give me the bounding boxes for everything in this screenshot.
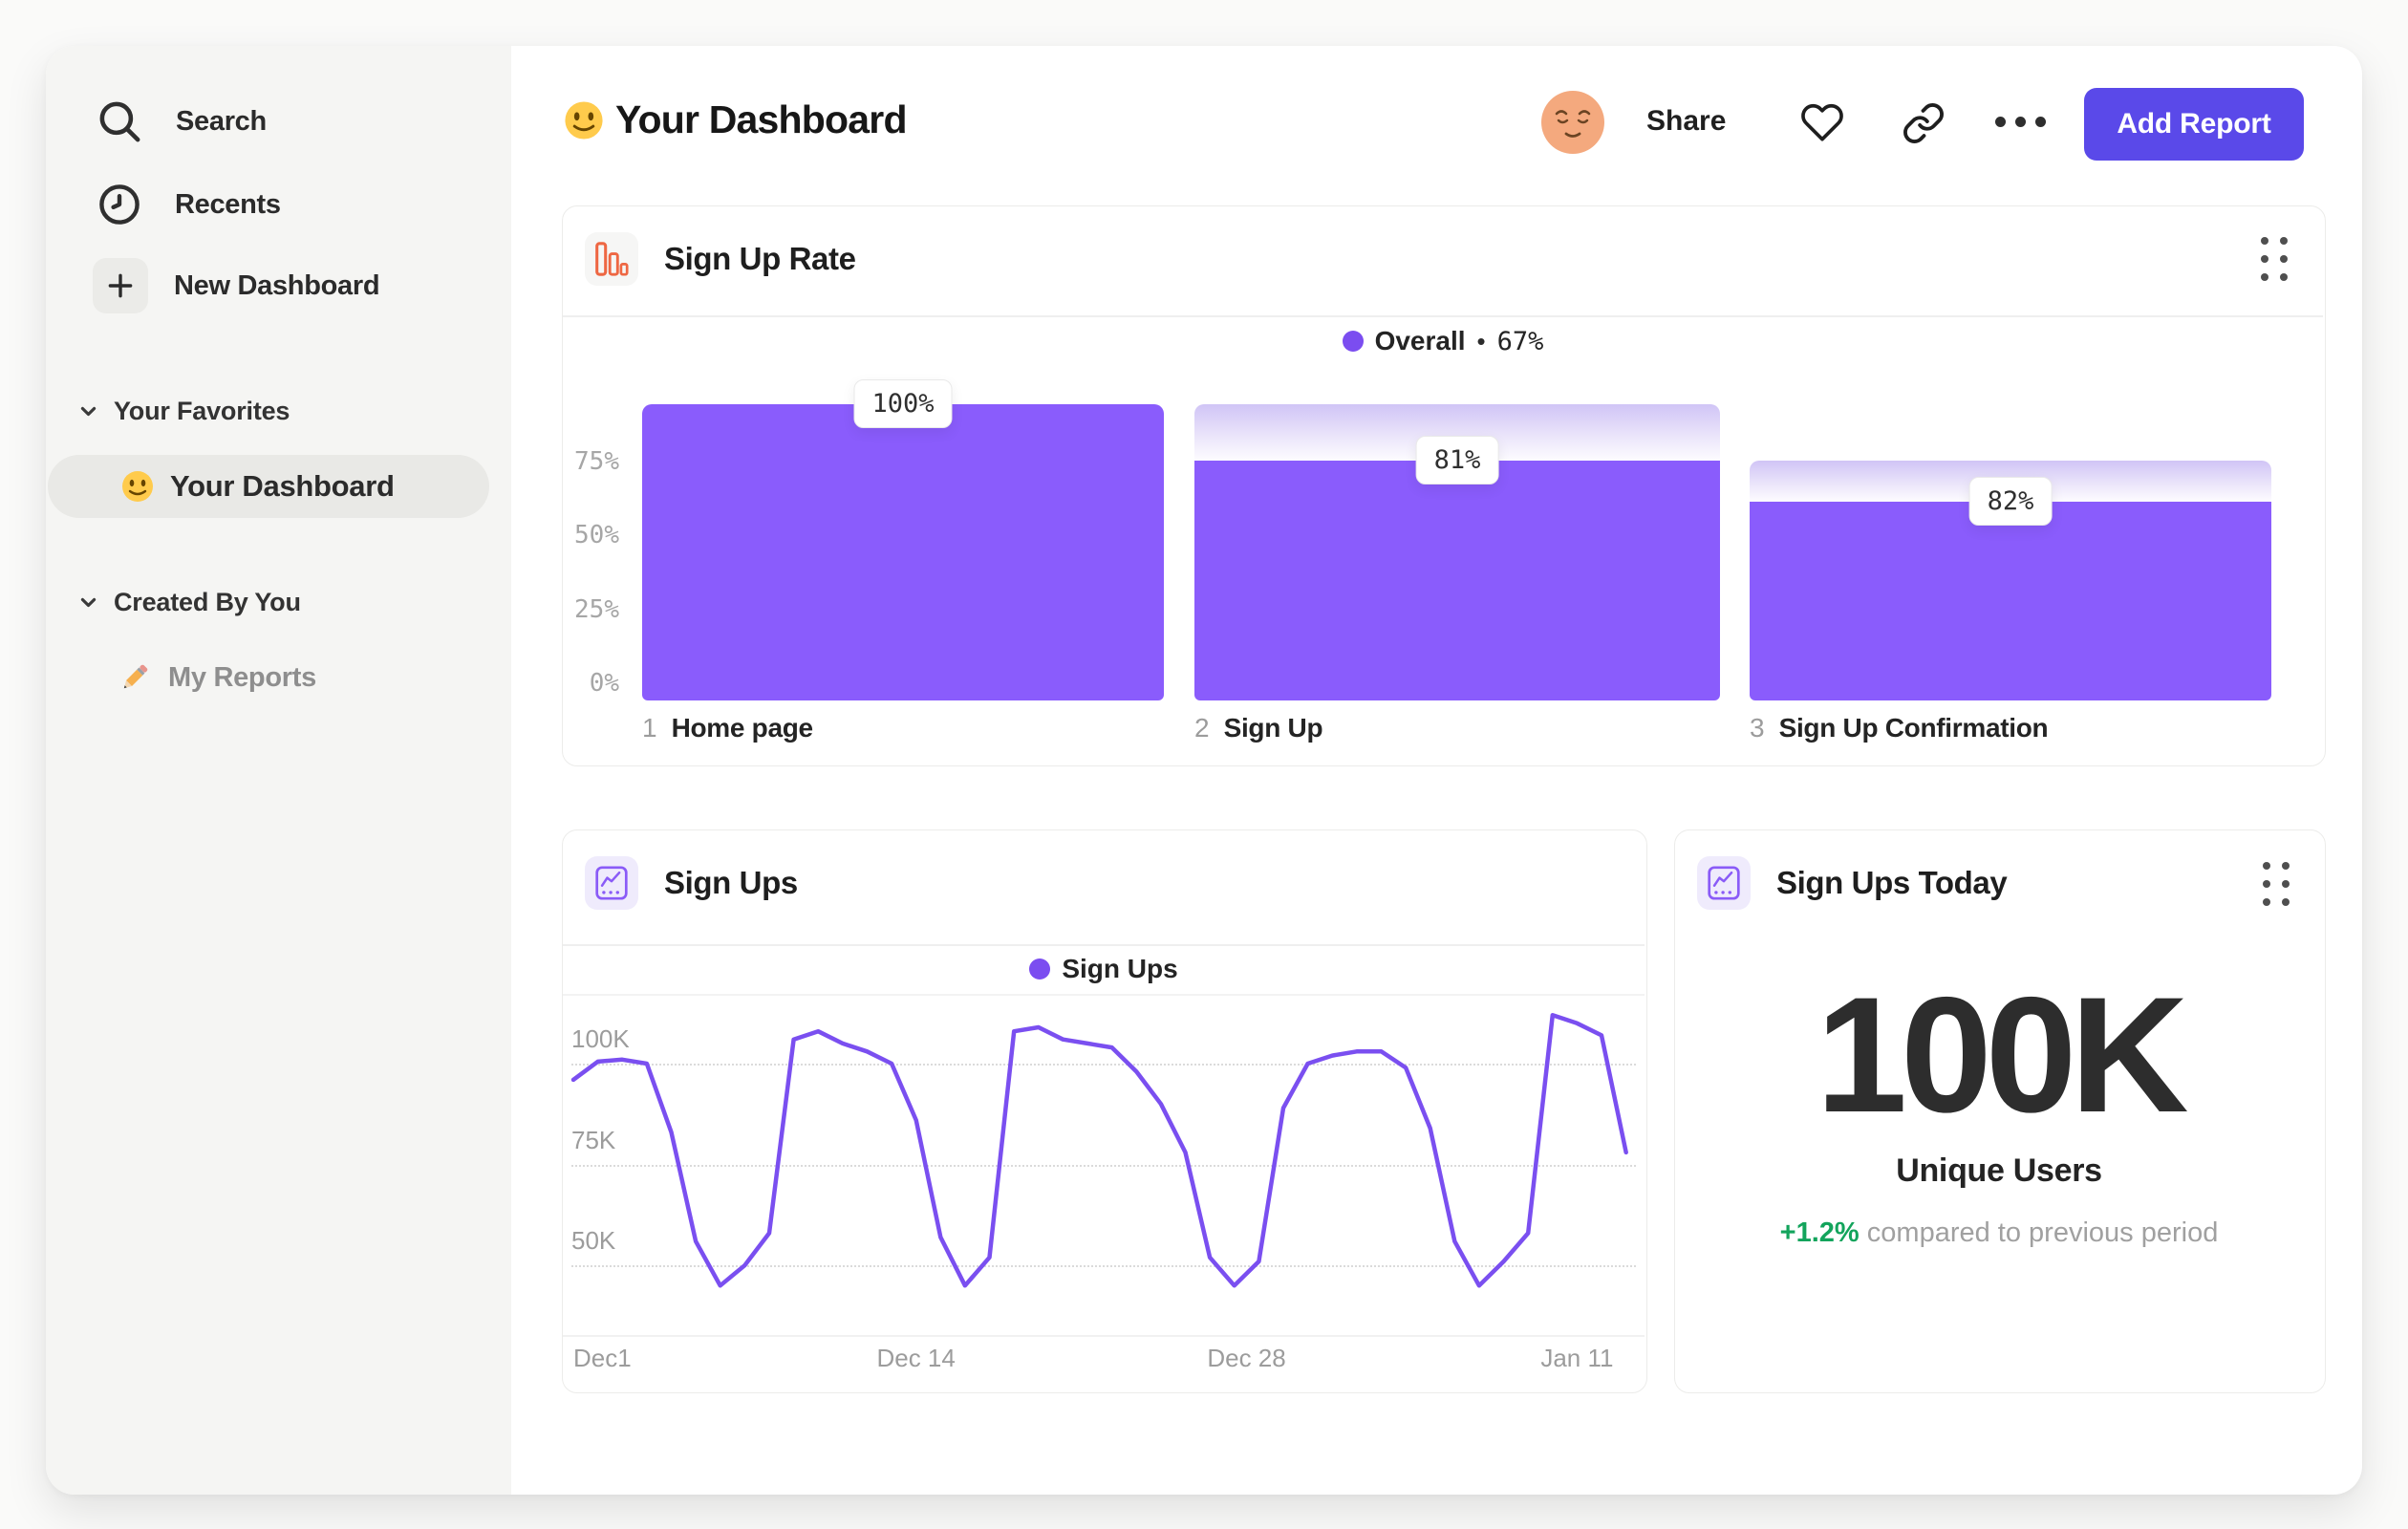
sidebar-item-recents[interactable]: Recents (97, 182, 281, 227)
section-header-created-by-you[interactable]: Created By You (80, 588, 301, 617)
sign-ups-line-series[interactable] (562, 994, 1645, 1335)
legend-label: Overall (1374, 326, 1466, 355)
sidebar-item-label: Recents (175, 188, 281, 220)
funnel-step-label: 1 Home page (642, 711, 813, 745)
line-legend[interactable]: Sign Ups (562, 952, 1645, 986)
sidebar-item-your-dashboard[interactable]: Your Dashboard (48, 455, 489, 518)
delta-value: +1.2% (1779, 1217, 1860, 1248)
grid-line (571, 1265, 1636, 1268)
step-name: Sign Up (1223, 713, 1323, 743)
plus-icon (93, 258, 148, 313)
smiley-emoji-icon (122, 471, 153, 502)
funnel-y-axis-label: 25% (574, 594, 619, 624)
funnel-value-tooltip: 81% (1415, 435, 1499, 485)
section-label: Created By You (114, 588, 301, 616)
chevron-down-icon (80, 406, 97, 417)
smiley-emoji-icon (565, 101, 603, 140)
y-axis-label: 50K (571, 1226, 616, 1256)
funnel-bar[interactable] (1750, 502, 2271, 700)
relieved-face-icon (1555, 110, 1591, 138)
copy-link-icon[interactable] (1902, 101, 1946, 145)
line-chart-icon (585, 856, 638, 910)
metric-value: 100K (1816, 963, 2188, 1147)
divider (563, 1335, 1645, 1337)
funnel-bar[interactable] (1194, 460, 1720, 700)
legend-dot (1342, 331, 1364, 352)
sign-ups-card (562, 829, 1647, 1393)
clock-icon (99, 184, 140, 225)
search-icon (99, 101, 140, 142)
x-axis-label: Dec 14 (876, 1344, 956, 1372)
favorite-heart-icon[interactable] (1799, 100, 1845, 144)
page-title: Your Dashboard (615, 97, 908, 141)
x-axis-label: Dec 28 (1207, 1344, 1286, 1372)
sidebar-item-my-reports[interactable]: My Reports (117, 659, 316, 696)
section-label: Your Favorites (114, 397, 290, 425)
share-button[interactable]: Share (1646, 105, 1727, 137)
sidebar-item-label: My Reports (168, 661, 316, 693)
step-number: 1 (642, 713, 657, 743)
metric-comparison: +1.2% compared to previous period (1674, 1217, 2324, 1249)
card-title: Sign Up Rate (664, 241, 856, 276)
sidebar-item-label: Search (176, 105, 267, 137)
step-number: 3 (1750, 713, 1765, 743)
legend-label: Sign Ups (1062, 954, 1178, 983)
x-axis-label: Jan 11 (1540, 1344, 1614, 1372)
pencil-emoji-icon (123, 664, 148, 689)
metric-label: Unique Users (1896, 1152, 2102, 1189)
y-axis-label: 100K (571, 1024, 630, 1053)
step-number: 2 (1194, 713, 1210, 743)
sidebar-item-new-dashboard[interactable]: New Dashboard (93, 258, 380, 313)
card-title: Sign Ups (664, 865, 798, 900)
delta-note: compared to previous period (1866, 1217, 2219, 1248)
line-chart-icon (1697, 856, 1751, 910)
chevron-down-icon (80, 597, 97, 608)
funnel-step-label: 3 Sign Up Confirmation (1750, 711, 2049, 745)
add-report-button[interactable]: Add Report (2084, 88, 2304, 161)
sidebar-item-search[interactable]: Search (96, 97, 267, 145)
funnel-value-tooltip: 100% (853, 379, 953, 428)
y-axis-label: 75K (571, 1125, 616, 1154)
section-header-your-favorites[interactable]: Your Favorites (80, 397, 290, 426)
legend-separator: • (1476, 326, 1486, 355)
more-options-icon[interactable] (1995, 117, 2046, 127)
x-axis-label: Dec1 (573, 1344, 632, 1372)
divider (563, 315, 2323, 317)
funnel-step-label: 2 Sign Up (1194, 711, 1323, 745)
funnel-value-tooltip: 82% (1968, 477, 2053, 527)
step-name: Sign Up Confirmation (1778, 713, 2049, 743)
funnel-y-axis-label: 0% (589, 669, 619, 698)
funnel-y-axis-label: 50% (574, 521, 619, 549)
funnel-bar[interactable] (642, 404, 1164, 700)
legend-value: 67% (1496, 326, 1544, 356)
bar-chart-icon (585, 232, 638, 286)
divider (563, 994, 1645, 996)
drag-handle-icon[interactable] (2263, 862, 2290, 906)
step-name: Home page (671, 713, 814, 743)
grid-line (571, 1164, 1636, 1167)
sign-ups-today-card (1674, 829, 2326, 1393)
sidebar-item-label: New Dashboard (174, 269, 380, 301)
drag-handle-icon[interactable] (2261, 237, 2288, 281)
funnel-legend[interactable]: Overall • 67% (562, 325, 2324, 357)
legend-dot (1029, 958, 1051, 980)
card-title: Sign Ups Today (1776, 865, 2008, 900)
divider (563, 944, 1645, 946)
sidebar-item-label: Your Dashboard (170, 469, 395, 503)
avatar[interactable] (1541, 91, 1604, 154)
funnel-y-axis-label: 75% (574, 446, 619, 476)
grid-line (571, 1064, 1636, 1066)
